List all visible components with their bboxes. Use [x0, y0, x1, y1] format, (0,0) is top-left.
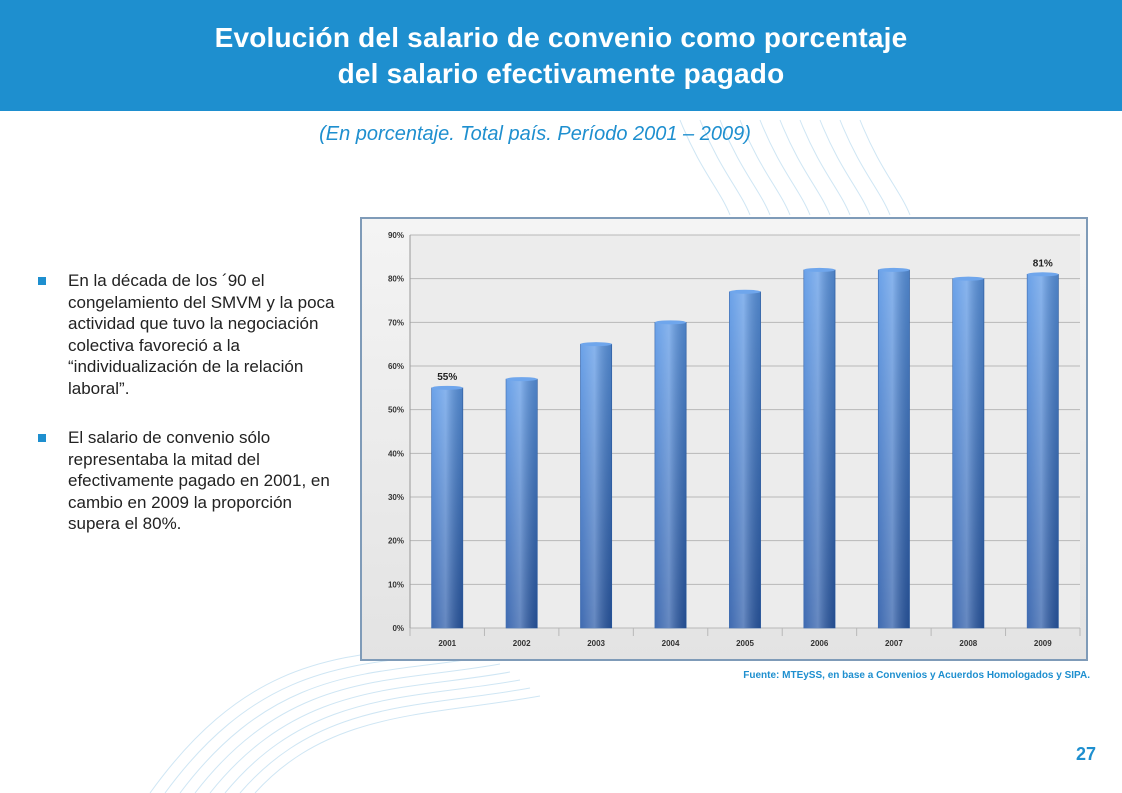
slide-title-line-2: del salario efectivamente pagado — [337, 57, 785, 89]
source-note: Fuente: MTEySS, en base a Convenios y Ac… — [743, 670, 1090, 681]
data-label-2001: 55% — [437, 372, 457, 383]
y-tick-label: 30% — [388, 493, 404, 502]
bar-shine-2009 — [1027, 274, 1059, 628]
y-tick-label: 10% — [388, 580, 404, 589]
bar-chart: 0% 10% 20% 30% 40% 50% 60% 70% 80% 90% 2001 55% 2002… — [388, 231, 1081, 648]
bar-shine-2003 — [580, 344, 612, 628]
bar-shine-2008 — [952, 278, 984, 628]
slide-header: Evolución del salario de convenio como p… — [0, 0, 1122, 111]
bar-top-cap-2007 — [878, 267, 910, 272]
bar-shine-2007 — [878, 269, 910, 628]
bar-shine-2001 — [431, 387, 463, 628]
x-tick-label: 2002 — [513, 639, 531, 648]
bar-shine-2005 — [729, 291, 761, 628]
bar-top-cap-2008 — [952, 276, 984, 281]
data-label-2009: 81% — [1033, 258, 1053, 269]
bar-top-cap-2001 — [431, 385, 463, 390]
bar-top-cap-2006 — [803, 267, 836, 272]
bar-top-cap-2009 — [1027, 272, 1059, 277]
x-tick-label: 2003 — [587, 639, 605, 648]
bullet-list: En la década de los ´90 el congelamiento… — [38, 270, 338, 563]
y-tick-label: 50% — [388, 406, 404, 415]
y-tick-label: 40% — [388, 449, 404, 458]
x-tick-label: 2006 — [811, 639, 829, 648]
bar-top-cap-2002 — [506, 377, 538, 382]
slide-title-line-1: Evolución del salario de convenio como p… — [214, 21, 908, 53]
bar-shine-2004 — [654, 322, 687, 628]
bullet-text: En la década de los ´90 el congelamiento… — [68, 271, 335, 398]
y-tick-label: 20% — [388, 537, 404, 546]
x-tick-label: 2007 — [885, 639, 903, 648]
bar-top-cap-2004 — [654, 320, 687, 325]
x-tick-label: 2008 — [959, 639, 977, 648]
bullet-square-icon — [38, 434, 46, 442]
bullet-item: El salario de convenio sólo representaba… — [38, 427, 338, 535]
x-tick-label: 2005 — [736, 639, 754, 648]
slide-subtitle: (En porcentaje. Total país. Período 2001… — [319, 123, 751, 145]
bullet-text: El salario de convenio sólo representaba… — [68, 428, 330, 533]
y-tick-label: 0% — [392, 624, 404, 633]
x-tick-label: 2009 — [1034, 639, 1052, 648]
x-tick-label: 2004 — [662, 639, 680, 648]
page-number: 27 — [1075, 744, 1096, 764]
chart-frame: 0% 10% 20% 30% 40% 50% 60% 70% 80% 90% 2001 55% 2002… — [360, 217, 1088, 661]
bar-shine-2002 — [506, 379, 538, 628]
bullet-square-icon — [38, 277, 46, 285]
x-tick-label: 2001 — [438, 639, 456, 648]
y-tick-label: 90% — [388, 231, 404, 240]
bullet-item: En la década de los ´90 el congelamiento… — [38, 270, 338, 399]
bar-top-cap-2003 — [580, 342, 612, 347]
y-tick-label: 80% — [388, 275, 404, 284]
y-tick-label: 60% — [388, 362, 404, 371]
y-tick-label: 70% — [388, 318, 404, 327]
bar-shine-2006 — [803, 269, 836, 628]
bar-top-cap-2005 — [729, 289, 761, 294]
